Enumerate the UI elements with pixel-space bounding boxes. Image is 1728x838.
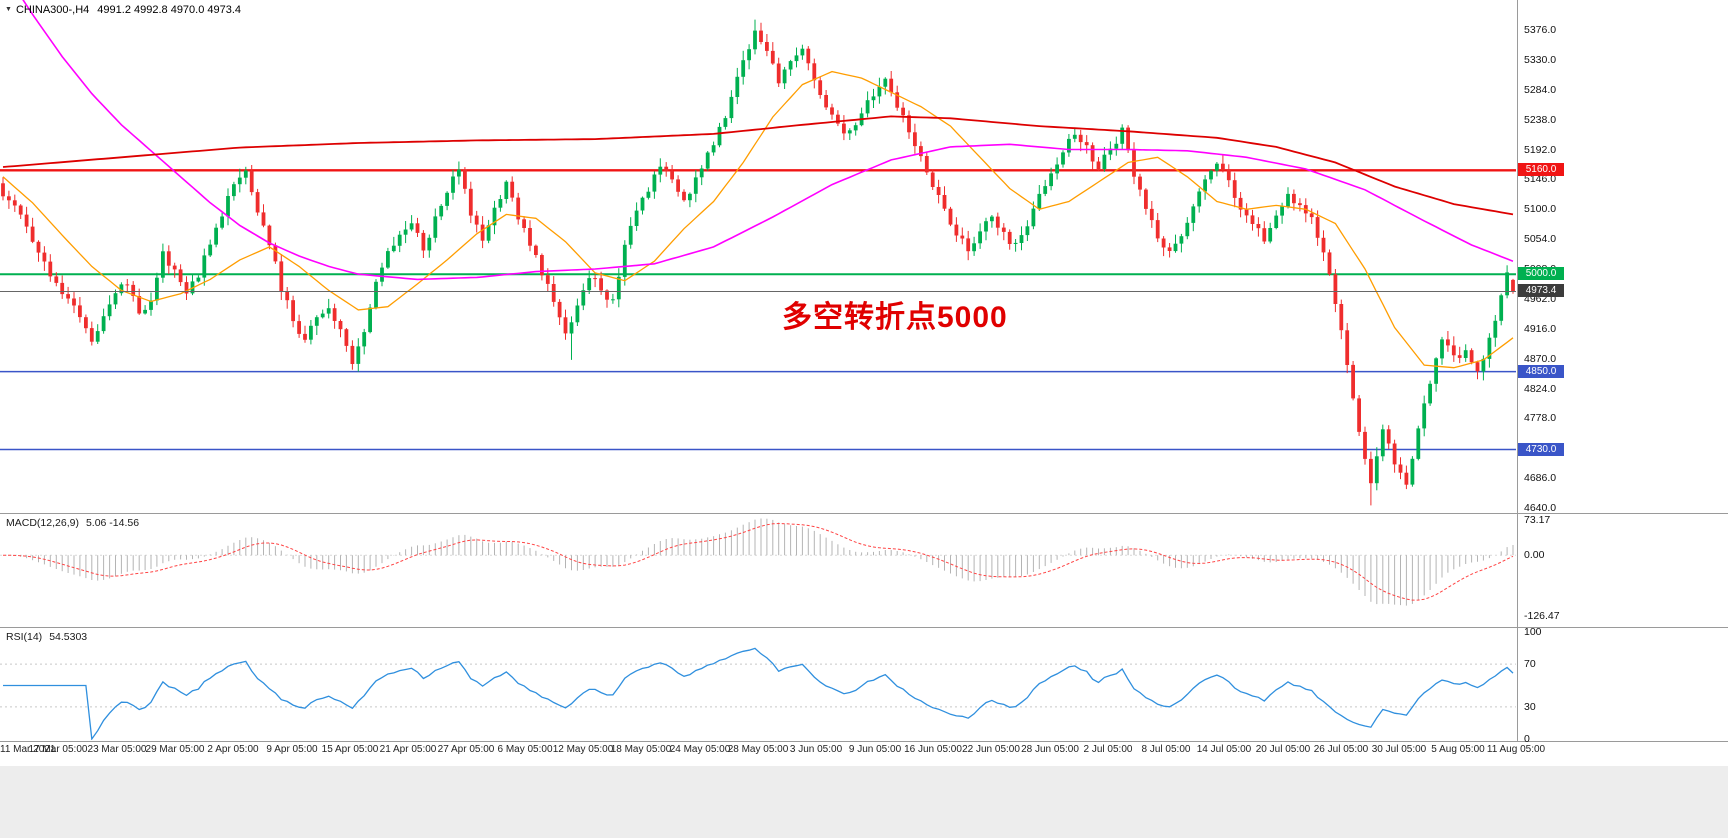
price-tick-label: 5330.0 <box>1524 54 1557 66</box>
date-label: 28 May 05:00 <box>727 744 789 755</box>
moving-averages-layer <box>2 0 1514 369</box>
macd-tick-label: 0.00 <box>1524 549 1545 561</box>
date-label: 16 Jun 05:00 <box>904 744 962 755</box>
price-tick-label: 5100.0 <box>1524 203 1557 215</box>
macd-tick-label: -126.47 <box>1524 610 1560 622</box>
current-price-badge: 4973.4 <box>1518 284 1564 297</box>
date-label: 5 Aug 05:00 <box>1431 744 1485 755</box>
date-label: 12 May 05:00 <box>552 744 614 755</box>
date-label: 9 Jun 05:00 <box>848 744 902 755</box>
price-chart-pane[interactable] <box>0 0 1517 513</box>
date-label: 17 Mar 05:00 <box>28 744 88 755</box>
date-label: 6 May 05:00 <box>497 744 553 755</box>
price-tick-label: 5376.0 <box>1524 24 1557 36</box>
date-label: 18 May 05:00 <box>610 744 672 755</box>
macd-tick-label: 73.17 <box>1524 514 1551 526</box>
date-label: 22 Jun 05:00 <box>962 744 1020 755</box>
ohlc-values-label: 4991.2 4992.8 4970.0 4973.4 <box>97 4 242 16</box>
price-tick-label: 4870.0 <box>1524 353 1557 365</box>
price-tick-label: 4824.0 <box>1524 383 1557 395</box>
date-label: 11 Aug 05:00 <box>1486 744 1546 755</box>
ma-fast-orange <box>2 70 1514 369</box>
date-label: 27 Apr 05:00 <box>437 744 495 755</box>
rsi-tick-label: 30 <box>1524 701 1536 713</box>
price-level-badge: 5000.0 <box>1518 267 1564 280</box>
rsi-tick-label: 70 <box>1524 658 1536 670</box>
macd-signal-line <box>3 522 1514 601</box>
date-label: 24 May 05:00 <box>669 744 731 755</box>
price-tick-label: 4916.0 <box>1524 323 1557 335</box>
price-level-badge: 5160.0 <box>1518 163 1564 176</box>
date-label: 3 Jun 05:00 <box>789 744 843 755</box>
ma-slow-red <box>2 115 1514 216</box>
symbol-timeframe-label: CHINA300-,H4 <box>15 4 90 16</box>
price-level-badge: 4850.0 <box>1518 365 1564 378</box>
price-tick-label: 4686.0 <box>1524 472 1557 484</box>
date-label: 20 Jul 05:00 <box>1255 744 1311 755</box>
date-label: 14 Jul 05:00 <box>1196 744 1252 755</box>
date-label: 28 Jun 05:00 <box>1021 744 1079 755</box>
price-tick-label: 4640.0 <box>1524 502 1557 514</box>
macd-histogram-layer <box>8 518 1514 606</box>
panel-separator[interactable] <box>0 627 1728 628</box>
horizontal-lines-layer <box>0 169 1516 451</box>
window-bottom-strip <box>0 766 1728 838</box>
rsi-value-label: 54.5303 <box>49 631 88 643</box>
chart-annotation-text[interactable]: 多空转折点5000 <box>782 301 1008 334</box>
macd-indicator-pane[interactable] <box>0 514 1517 626</box>
price-tick-label: 5284.0 <box>1524 84 1557 96</box>
price-level-badge: 4730.0 <box>1518 443 1564 456</box>
date-label: 26 Jul 05:00 <box>1313 744 1369 755</box>
macd-indicator-label: MACD(12,26,9) <box>6 517 79 529</box>
rsi-line <box>3 647 1514 740</box>
price-axis-separator <box>1517 0 1518 741</box>
date-label: 29 Mar 05:00 <box>145 744 205 755</box>
macd-label-row: MACD(12,26,9) 5.06 -14.56 <box>6 517 139 529</box>
time-axis-separator <box>0 741 1728 742</box>
chart-header: ▼ CHINA300-,H4 4991.2 4992.8 4970.0 4973.4 <box>5 4 241 16</box>
macd-values-label: 5.06 -14.56 <box>85 517 140 529</box>
time-axis-row[interactable]: 11 Mar 2021 17 Mar 05:00 23 Mar 05:00 29 Ma… <box>0 742 1545 760</box>
rsi-levels-layer <box>0 663 1516 708</box>
price-axis-column[interactable]: 5376.0 5330.0 5284.0 5238.0 5192.0 5146.0 5100… <box>1517 0 1728 760</box>
date-label: 21 Apr 05:00 <box>379 744 437 755</box>
ma-mid-magenta <box>22 0 1514 281</box>
date-label: 11 Mar 2021 <box>0 744 56 755</box>
date-label: 30 Jul 05:00 <box>1371 744 1427 755</box>
symbol-marker-icon: ▼ <box>5 6 12 13</box>
date-label: 23 Mar 05:00 <box>87 744 147 755</box>
price-tick-label: 5054.0 <box>1524 233 1557 245</box>
price-tick-label: 5192.0 <box>1524 144 1557 156</box>
rsi-label-row: RSI(14) 54.5303 <box>6 631 87 643</box>
rsi-indicator-label: RSI(14) <box>6 631 43 643</box>
price-tick-label: 4778.0 <box>1524 412 1557 424</box>
date-label: 9 Apr 05:00 <box>266 744 318 755</box>
price-tick-label: 5146.0 <box>1524 173 1557 185</box>
candles-layer <box>1 19 1515 506</box>
rsi-tick-label: 100 <box>1524 626 1542 638</box>
date-label: 8 Jul 05:00 <box>1141 744 1191 755</box>
price-tick-label: 5238.0 <box>1524 114 1557 126</box>
date-label: 15 Apr 05:00 <box>321 744 379 755</box>
rsi-indicator-pane[interactable] <box>0 628 1517 740</box>
date-label: 2 Apr 05:00 <box>207 744 259 755</box>
panel-separator[interactable] <box>0 513 1728 514</box>
rsi-tick-label: 0 <box>1524 733 1530 745</box>
date-label: 2 Jul 05:00 <box>1083 744 1133 755</box>
